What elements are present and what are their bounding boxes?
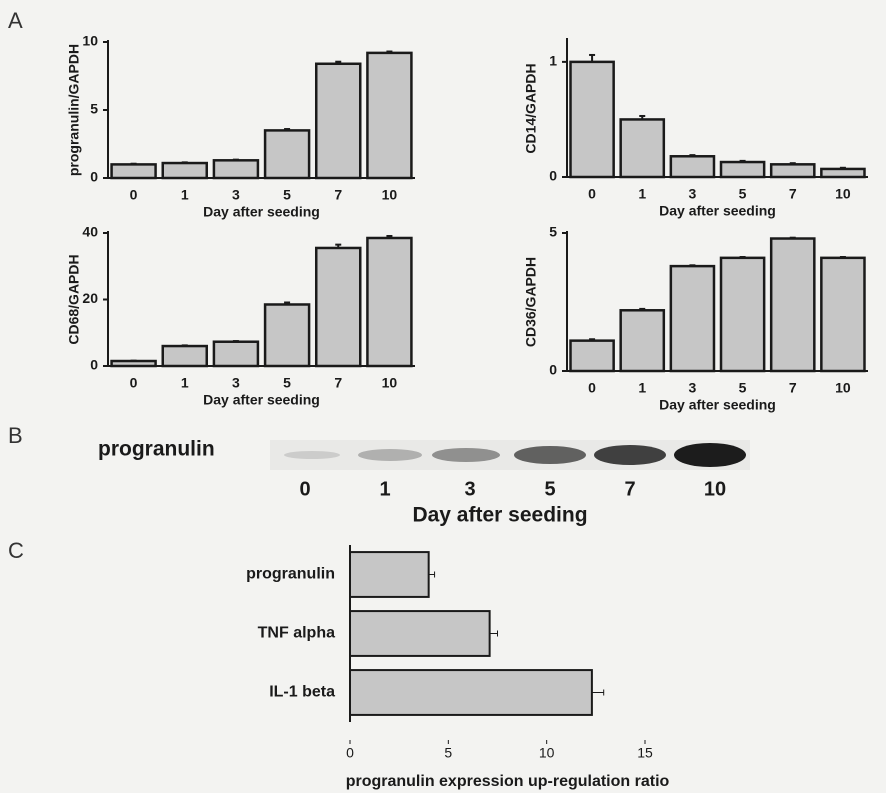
bar xyxy=(821,258,864,371)
x-tick-label: 7 xyxy=(334,375,342,391)
y-tick-label: IL-1 beta xyxy=(269,684,335,701)
bar xyxy=(163,163,207,178)
x-tick-label: 5 xyxy=(444,745,452,761)
x-tick-label: 5 xyxy=(283,375,291,391)
bar xyxy=(621,119,664,177)
x-tick-label: 3 xyxy=(232,187,240,203)
band xyxy=(594,445,666,465)
lane-label: 1 xyxy=(379,478,390,500)
bar xyxy=(621,310,664,371)
x-axis-label: progranulin expression up-regulation rat… xyxy=(346,773,670,790)
x-axis-label: Day after seeding xyxy=(203,392,320,408)
y-tick-label: 40 xyxy=(82,224,98,240)
panel-label: C xyxy=(8,538,24,563)
bar xyxy=(721,162,764,177)
bar xyxy=(214,160,258,178)
bar xyxy=(112,361,156,366)
y-tick-label: 5 xyxy=(549,224,557,240)
panel-label: B xyxy=(8,423,23,448)
y-tick-label: 1 xyxy=(549,53,557,69)
x-tick-label: 3 xyxy=(689,380,697,396)
y-tick-label: 0 xyxy=(549,168,557,184)
y-tick-label: TNF alpha xyxy=(258,625,335,642)
bar xyxy=(350,611,490,656)
x-tick-label: 10 xyxy=(382,375,398,391)
x-tick-label: 10 xyxy=(539,745,555,761)
bar xyxy=(367,238,411,366)
y-axis-label: progranulin/GAPDH xyxy=(66,44,82,176)
x-tick-label: 0 xyxy=(588,186,596,202)
x-tick-label: 0 xyxy=(130,375,138,391)
y-axis-label: CD14/GAPDH xyxy=(523,63,539,153)
y-axis-label: CD36/GAPDH xyxy=(523,257,539,347)
x-tick-label: 5 xyxy=(283,187,291,203)
panel-label: A xyxy=(8,8,23,33)
bar xyxy=(721,258,764,371)
x-tick-label: 15 xyxy=(637,745,653,761)
x-tick-label: 0 xyxy=(130,187,138,203)
x-axis-label: Day after seeding xyxy=(203,204,320,220)
y-tick-label: progranulin xyxy=(246,566,335,583)
bar xyxy=(571,341,614,371)
band xyxy=(514,446,586,464)
x-tick-label: 1 xyxy=(638,380,646,396)
lane-label: 3 xyxy=(464,478,475,500)
bar xyxy=(350,670,592,715)
x-tick-label: 5 xyxy=(739,186,747,202)
band xyxy=(432,448,500,462)
x-tick-label: 7 xyxy=(334,187,342,203)
y-axis-label: CD68/GAPDH xyxy=(66,254,82,344)
bar xyxy=(265,304,309,366)
bar xyxy=(316,248,360,366)
x-tick-label: 10 xyxy=(835,380,851,396)
x-tick-label: 3 xyxy=(689,186,697,202)
band xyxy=(284,451,340,459)
bar xyxy=(821,169,864,177)
band xyxy=(358,449,422,461)
bar xyxy=(771,164,814,177)
bar xyxy=(265,130,309,178)
x-tick-label: 1 xyxy=(638,186,646,202)
bar xyxy=(163,346,207,366)
x-tick-label: 0 xyxy=(588,380,596,396)
bar xyxy=(367,53,411,178)
x-tick-label: 1 xyxy=(181,375,189,391)
bar xyxy=(671,156,714,177)
x-tick-label: 1 xyxy=(181,187,189,203)
lane-label: 10 xyxy=(704,478,726,500)
bar xyxy=(112,164,156,178)
figure: A B C progranulin Day after seeding 0 1 3 5… xyxy=(0,0,886,793)
band xyxy=(674,443,746,467)
x-tick-label: 0 xyxy=(346,745,354,761)
x-tick-label: 7 xyxy=(789,186,797,202)
x-tick-label: 5 xyxy=(739,380,747,396)
y-tick-label: 10 xyxy=(82,33,98,49)
x-tick-label: 3 xyxy=(232,375,240,391)
x-tick-label: 7 xyxy=(789,380,797,396)
blot-image xyxy=(270,440,750,470)
y-tick-label: 5 xyxy=(90,101,98,117)
y-tick-label: 0 xyxy=(90,169,98,185)
bar xyxy=(671,266,714,371)
lane-label: 5 xyxy=(544,478,555,500)
x-axis-label: Day after seeding xyxy=(659,203,776,219)
bar xyxy=(350,552,429,597)
lane-label: 0 xyxy=(299,478,310,500)
bar xyxy=(214,342,258,366)
y-tick-label: 20 xyxy=(82,290,98,306)
y-tick-label: 0 xyxy=(549,362,557,378)
blot-x-label: Day after seeding xyxy=(412,504,587,527)
x-axis-label: Day after seeding xyxy=(659,397,776,413)
lane-label: 7 xyxy=(624,478,635,500)
x-tick-label: 10 xyxy=(382,187,398,203)
x-tick-label: 10 xyxy=(835,186,851,202)
bar xyxy=(571,62,614,177)
bar xyxy=(316,64,360,178)
bar xyxy=(771,239,814,371)
y-tick-label: 0 xyxy=(90,357,98,373)
blot-label: progranulin xyxy=(98,438,215,461)
